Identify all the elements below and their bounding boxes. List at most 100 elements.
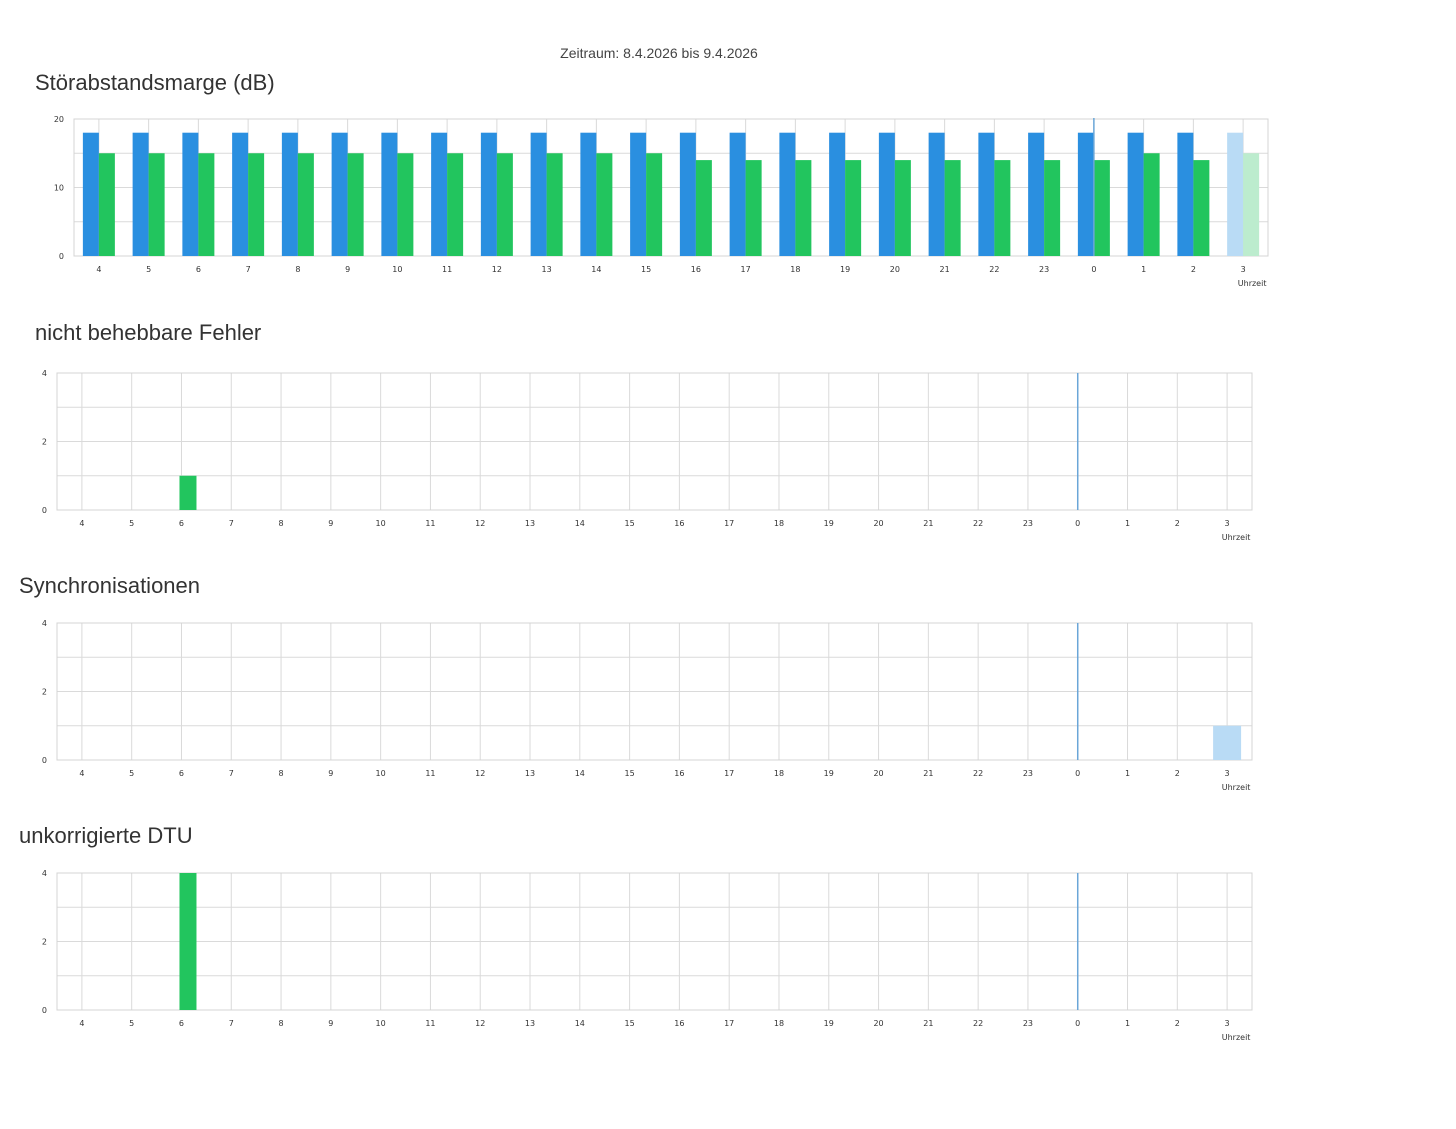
x-tick-label: 9 [328,1019,333,1028]
bar[interactable] [1213,725,1242,760]
bar[interactable] [779,132,796,256]
plot-frame [56,372,1253,511]
bar[interactable] [496,153,513,256]
x-tick-label: 17 [724,519,734,528]
bar[interactable] [179,475,197,510]
y-tick-label: 4 [42,619,47,628]
bar[interactable] [1143,153,1160,256]
x-tick-label: 20 [873,519,883,528]
bar[interactable] [679,132,696,256]
x-tick-label: 19 [824,769,834,778]
bar[interactable] [347,153,364,256]
x-tick-label: 17 [724,769,734,778]
bar[interactable] [994,160,1011,256]
bar[interactable] [182,132,199,256]
bar[interactable] [1044,160,1061,256]
x-tick-label: 13 [525,769,535,778]
x-tick-label: 20 [890,265,900,274]
x-tick-label: 14 [575,769,585,778]
x-tick-label: 6 [196,265,201,274]
bar[interactable] [179,873,197,1010]
bar[interactable] [1243,153,1260,256]
bar[interactable] [894,160,911,256]
x-tick-label: 1 [1141,265,1146,274]
x-tick-label: 9 [345,265,350,274]
y-tick-label: 2 [42,938,47,947]
bar[interactable] [596,153,613,256]
x-tick-label: 23 [1023,1019,1033,1028]
x-tick-label: 22 [973,1019,983,1028]
x-tick-label: 13 [542,265,552,274]
y-tick-label: 20 [54,115,64,124]
bar[interactable] [397,153,414,256]
x-tick-label: 19 [824,519,834,528]
x-tick-label: 8 [279,769,284,778]
x-tick-label: 9 [328,519,333,528]
bar[interactable] [232,132,249,256]
bar[interactable] [695,160,712,256]
bar[interactable] [1077,132,1094,256]
x-tick-label: 15 [641,265,651,274]
x-tick-label: 16 [674,1019,684,1028]
x-tick-label: 4 [79,1019,84,1028]
bar[interactable] [331,132,348,256]
bar[interactable] [795,160,812,256]
bar[interactable] [845,160,862,256]
x-tick-label: 10 [376,769,386,778]
x-tick-label: 16 [674,769,684,778]
bar[interactable] [132,132,149,256]
plot-area [56,622,1253,761]
x-tick-label: 13 [525,519,535,528]
y-tick-label: 10 [54,184,64,193]
x-tick-label: 3 [1225,1019,1230,1028]
x-tick-label: 18 [774,769,784,778]
bar[interactable] [928,132,945,256]
bar[interactable] [878,132,895,256]
bar[interactable] [1177,132,1194,256]
bar[interactable] [944,160,961,256]
x-tick-label: 5 [129,519,134,528]
x-tick-label: 2 [1191,265,1196,274]
bar[interactable] [431,132,448,256]
bar[interactable] [546,153,563,256]
x-tick-label: 6 [179,1019,184,1028]
bar[interactable] [198,153,215,256]
bar[interactable] [148,153,165,256]
bar[interactable] [745,160,762,256]
x-tick-label: 8 [279,1019,284,1028]
bar[interactable] [297,153,314,256]
x-tick-label: 5 [129,769,134,778]
bar[interactable] [1193,160,1210,256]
x-tick-label: 16 [691,265,701,274]
bar[interactable] [82,132,99,256]
x-tick-label: 9 [328,769,333,778]
x-tick-label: 22 [973,769,983,778]
bar[interactable] [281,132,298,256]
bar[interactable] [480,132,497,256]
x-tick-label: 3 [1241,265,1246,274]
bar[interactable] [978,132,995,256]
chart-title-synchronisations: Synchronisationen [19,573,201,598]
bar[interactable] [530,132,547,256]
bar[interactable] [729,132,746,256]
bar[interactable] [447,153,464,256]
bar[interactable] [1227,132,1244,256]
bar[interactable] [829,132,846,256]
bar[interactable] [1127,132,1144,256]
x-tick-label: 13 [525,1019,535,1028]
bar[interactable] [630,132,647,256]
bar[interactable] [1093,160,1110,256]
bar[interactable] [98,153,115,256]
x-tick-label: 11 [425,1019,435,1028]
bar[interactable] [580,132,597,256]
bar[interactable] [1028,132,1045,256]
bar[interactable] [646,153,663,256]
bar[interactable] [248,153,265,256]
x-axis-label: Uhrzeit [1222,533,1251,542]
x-tick-label: 21 [923,1019,933,1028]
x-tick-label: 0 [1075,1019,1080,1028]
x-tick-label: 2 [1175,769,1180,778]
bar[interactable] [381,132,398,256]
